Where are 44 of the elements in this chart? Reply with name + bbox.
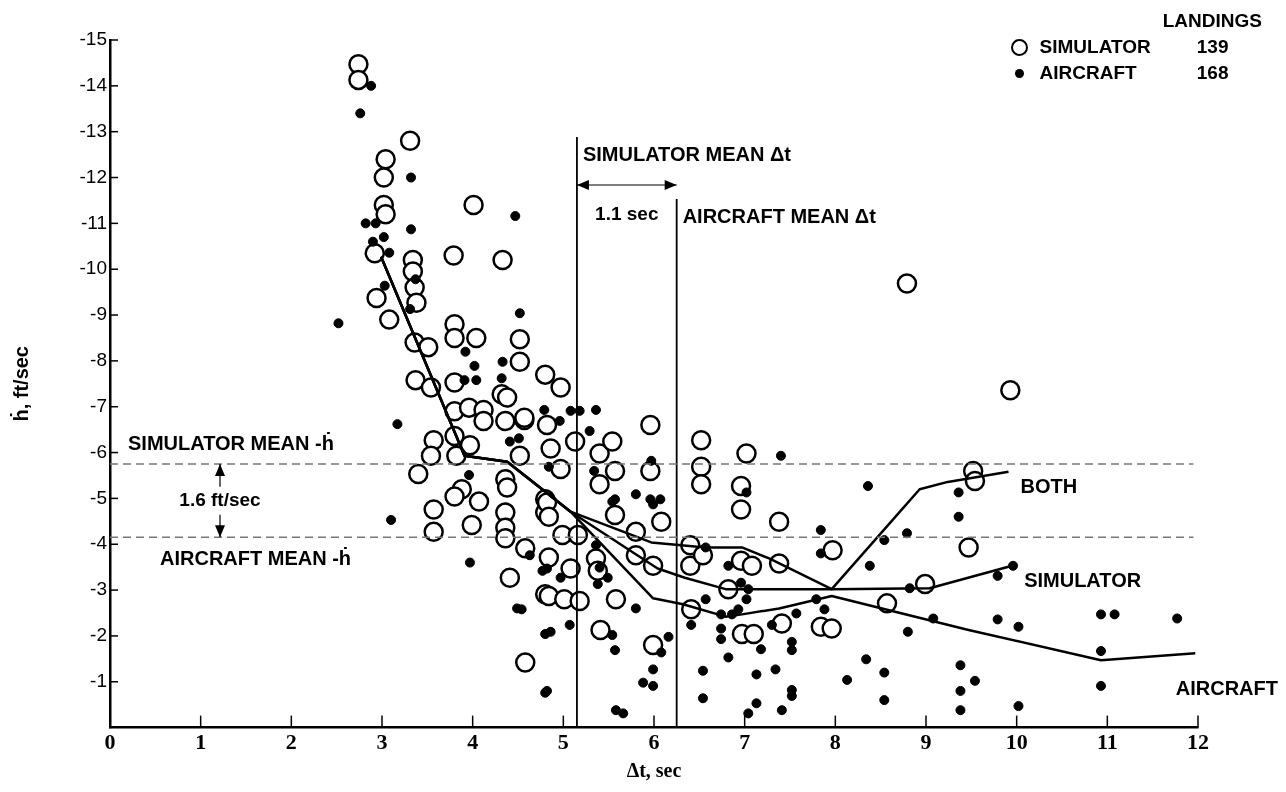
- x-tick-label: 7: [739, 729, 751, 755]
- x-tick-label: 1: [195, 729, 207, 755]
- y-tick-label: -9: [90, 303, 107, 325]
- x-tick-label: 5: [557, 729, 569, 755]
- series-label: SIMULATOR: [1024, 569, 1142, 592]
- annotation: 1.1 sec: [595, 203, 659, 225]
- annotation: 1.6 ft/sec: [179, 488, 262, 510]
- annotation: 139: [1195, 35, 1230, 59]
- y-tick-label: -1: [90, 669, 107, 691]
- x-tick-label: 8: [829, 729, 841, 755]
- series-label: BOTH: [1020, 475, 1078, 498]
- y-tick-label: -12: [79, 165, 107, 187]
- y-tick-label: -10: [79, 257, 107, 279]
- x-tick-label: 3: [376, 729, 388, 755]
- legend-label: AIRCRAFT: [1038, 61, 1138, 85]
- y-tick-label: -14: [79, 74, 108, 96]
- ref-line-label: AIRCRAFT MEAN -ḣ: [160, 546, 352, 569]
- y-tick-label: -3: [90, 578, 107, 600]
- y-tick-label: -13: [79, 119, 107, 141]
- x-tick-label: 10: [1005, 729, 1028, 755]
- y-tick-label: -2: [90, 624, 107, 646]
- x-tick-label: 9: [920, 729, 932, 755]
- ref-line-label: AIRCRAFT MEAN Δt: [682, 204, 877, 227]
- x-tick-label: 0: [104, 729, 116, 755]
- x-tick-label: 6: [648, 729, 660, 755]
- x-axis-title: Δt, sec: [626, 759, 682, 782]
- y-tick-label: -15: [79, 28, 107, 50]
- legend-label: SIMULATOR: [1038, 35, 1152, 59]
- ref-line-label: SIMULATOR MEAN -ḣ: [128, 431, 334, 454]
- y-tick-label: -4: [90, 532, 108, 554]
- y-tick-label: -7: [90, 394, 107, 416]
- annotation: 168: [1195, 61, 1230, 85]
- y-tick-label: -5: [90, 486, 107, 508]
- x-tick-label: 11: [1096, 729, 1118, 755]
- legend-title: LANDINGS: [1161, 9, 1263, 33]
- y-tick-label: -11: [80, 211, 107, 233]
- x-tick-label: 4: [467, 729, 479, 755]
- y-tick-label: -6: [90, 440, 107, 462]
- x-tick-label: 2: [285, 729, 297, 755]
- x-tick-label: 12: [1187, 729, 1209, 755]
- series-label: AIRCRAFT: [1175, 676, 1279, 699]
- ref-line-label: SIMULATOR MEAN Δt: [582, 142, 792, 165]
- y-tick-label: -8: [90, 349, 107, 371]
- y-axis-title: ḣ, ft/sec: [9, 346, 32, 422]
